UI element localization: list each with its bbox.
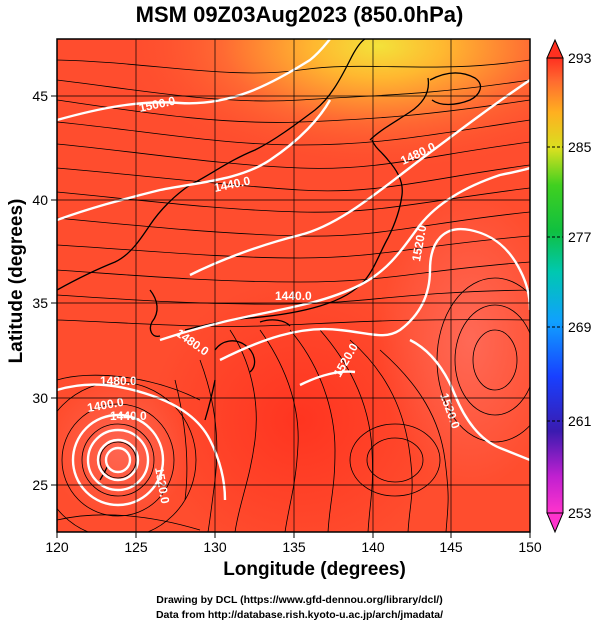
y-axis-ticks	[51, 95, 57, 486]
colorbar-bottom-arrow	[546, 512, 564, 534]
colorbar-tick-label: 269	[568, 319, 592, 335]
colorbar-tick-label: 285	[568, 139, 592, 155]
colorbar-tick-label: 261	[568, 413, 592, 429]
y-axis-title: Latitude (degrees)	[6, 198, 27, 364]
contour-label: 1440.0	[110, 409, 147, 423]
contour-label: 1400.0	[86, 395, 125, 415]
y-axis-tick-labels: 25 30 35 40 45	[32, 88, 48, 493]
x-tick-label: 120	[45, 539, 69, 555]
colorbar-tick-label: 253	[568, 505, 592, 521]
coastlines	[57, 39, 482, 481]
x-tick-label: 140	[361, 539, 385, 555]
x-axis-ticks	[56, 532, 531, 538]
x-tick-label: 145	[439, 539, 463, 555]
colorbar-tick-label: 277	[568, 229, 592, 245]
x-tick-label: 150	[518, 539, 542, 555]
x-tick-label: 135	[282, 539, 306, 555]
y-tick-label: 30	[32, 390, 48, 406]
y-tick-label: 25	[32, 477, 48, 493]
x-tick-label: 125	[124, 539, 148, 555]
contour-label: 1520.0	[152, 466, 172, 505]
y-tick-label: 40	[32, 192, 48, 208]
y-tick-label: 45	[32, 88, 48, 104]
contour-label: 1520.0	[409, 224, 429, 263]
colorbar-top-arrow	[546, 38, 564, 59]
colorbar-scale	[546, 57, 564, 514]
colorbar-tick-label: 293	[568, 50, 592, 66]
wind-streamlines	[57, 59, 530, 532]
graticule	[57, 39, 530, 532]
colorbar: 293 285 277 269 261 253	[546, 38, 592, 534]
map-title: MSM 09Z03Aug2023 (850.0hPa)	[135, 2, 464, 27]
contour-label: 1440.0	[275, 289, 312, 303]
x-axis-title: Longitude (degrees)	[223, 559, 406, 580]
x-tick-label: 130	[203, 539, 227, 555]
contour-label: 1480.0	[100, 374, 137, 388]
drawing-credit: Drawing by DCL (https://www.gfd-dennou.o…	[156, 594, 443, 606]
y-tick-label: 35	[32, 295, 48, 311]
height-contours	[57, 39, 530, 507]
data-credit: Data from http://database.rish.kyoto-u.a…	[155, 609, 444, 621]
x-axis-tick-labels: 120 125 130 135 140 145 150	[45, 539, 542, 555]
